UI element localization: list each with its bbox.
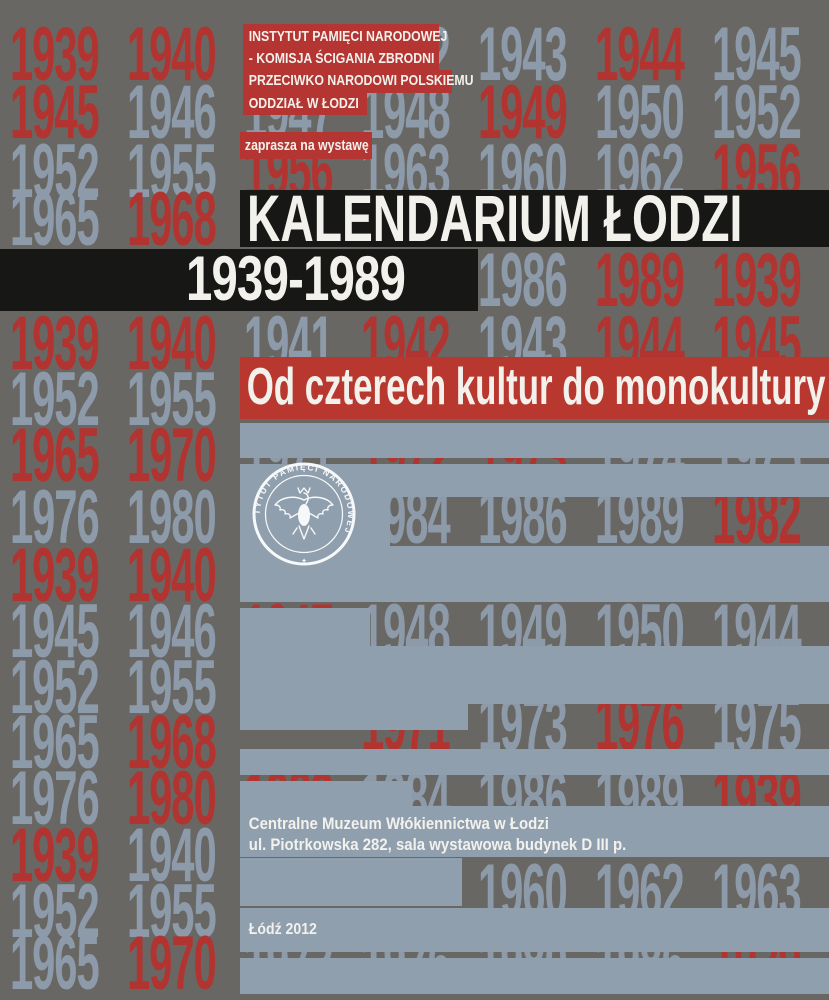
background-year: 1952	[10, 645, 100, 730]
eagle-icon	[274, 487, 334, 540]
background-year: 1939	[10, 301, 100, 386]
footer-city-year: Łódź 2012	[248, 921, 317, 938]
background-year: 1950	[595, 70, 685, 155]
background-year: 1965	[10, 413, 100, 498]
background-year: 1952	[712, 70, 802, 155]
background-year: 1946	[127, 589, 217, 674]
institution-banner: INSTYTUT PAMIĘCI NARODOWEJ - KOMISJA ŚCI…	[243, 24, 448, 72]
decor-bar	[240, 608, 370, 646]
institution-line: INSTYTUT PAMIĘCI NARODOWEJ	[248, 28, 448, 45]
background-year: 1940	[127, 533, 217, 618]
background-year: 1968	[127, 700, 217, 785]
institution-line: PRZECIWKO NARODOWI POLSKIEMU	[248, 72, 474, 89]
ipn-seal-logo: INSTYTUT PAMIĘCI NARODOWEJ ✦	[250, 460, 356, 566]
background-year: 1965	[10, 177, 100, 262]
background-year: 1943	[478, 12, 568, 97]
background-year: 1976	[10, 756, 100, 841]
poster-subtitle: Od czterech kultur do monokultury	[246, 358, 826, 416]
background-year: 1965	[10, 921, 100, 1000]
background-year: 1976	[10, 475, 100, 560]
background-year: 1945	[10, 70, 100, 155]
poster-title-years: 1939-1989	[186, 244, 406, 314]
title-bar: KALENDARIUM ŁODZI	[240, 181, 829, 255]
background-year: 1970	[127, 413, 217, 498]
seal-bottom-mark: ✦	[301, 556, 307, 564]
venue-address: ul. Piotrkowska 282, sala wystawowa budy…	[248, 835, 627, 854]
background-year: 1980	[127, 756, 217, 841]
decor-bar	[240, 646, 829, 704]
background-year: 1949	[478, 70, 568, 155]
background-year: 1952	[10, 869, 100, 954]
seal-outer-ring	[252, 462, 356, 566]
institution-banner: ODDZIAŁ W ŁODZI	[243, 93, 367, 115]
decor-bar	[240, 858, 462, 906]
decor-bar	[240, 781, 412, 806]
background-year: 1945	[10, 589, 100, 674]
decor-bar	[240, 958, 829, 994]
background-year: 1980	[127, 475, 217, 560]
institution-banner: PRZECIWKO NARODOWI POLSKIEMU	[243, 70, 474, 93]
background-year: 1940	[127, 813, 217, 898]
background-year: 1989	[595, 238, 685, 323]
background-year: 1965	[10, 700, 100, 785]
background-year: 1952	[10, 357, 100, 442]
subtitle-bar: Od czterech kultur do monokultury	[240, 357, 829, 419]
background-year: 1939	[10, 813, 100, 898]
institution-line: - KOMISJA ŚCIGANIA ZBRODNI	[248, 50, 435, 67]
background-year: 1970	[127, 921, 217, 1000]
venue-name: Centralne Muzeum Włókiennictwa w Łodzi	[248, 814, 549, 833]
background-year: 1939	[10, 533, 100, 618]
background-year: 1945	[712, 12, 802, 97]
decor-bar	[240, 749, 829, 775]
decor-bar	[240, 464, 829, 497]
institution-line: ODDZIAŁ W ŁODZI	[248, 95, 359, 112]
background-year: 1939	[712, 238, 802, 323]
background-year: 1946	[127, 70, 217, 155]
background-year: 1940	[127, 301, 217, 386]
decor-bar	[240, 497, 390, 546]
background-year: 1944	[595, 12, 685, 97]
background-year: 1968	[127, 177, 217, 262]
background-year: 1955	[127, 129, 217, 214]
decor-bar	[240, 704, 468, 730]
poster-title: KALENDARIUM ŁODZI	[247, 181, 743, 255]
seal-inner-ring	[264, 474, 344, 554]
background-year: 1955	[127, 357, 217, 442]
background-year: 1955	[127, 645, 217, 730]
background-year: 1952	[10, 129, 100, 214]
title-years-bar: 1939-1989	[0, 244, 478, 314]
footer-bar: Łódź 2012	[240, 908, 829, 952]
invitation-badge: zaprasza na wystawę	[240, 132, 372, 159]
background-year: 1955	[127, 869, 217, 954]
venue-bar: Centralne Muzeum Włókiennictwa w Łodzi u…	[240, 806, 829, 857]
background-year: 1940	[127, 12, 217, 97]
background-year: 1939	[10, 12, 100, 97]
background-year: 1986	[478, 238, 568, 323]
invitation-label: zaprasza na wystawę	[244, 137, 369, 154]
decor-bar	[240, 546, 829, 602]
svg-text:✦: ✦	[301, 556, 307, 564]
decor-bar	[240, 423, 829, 458]
